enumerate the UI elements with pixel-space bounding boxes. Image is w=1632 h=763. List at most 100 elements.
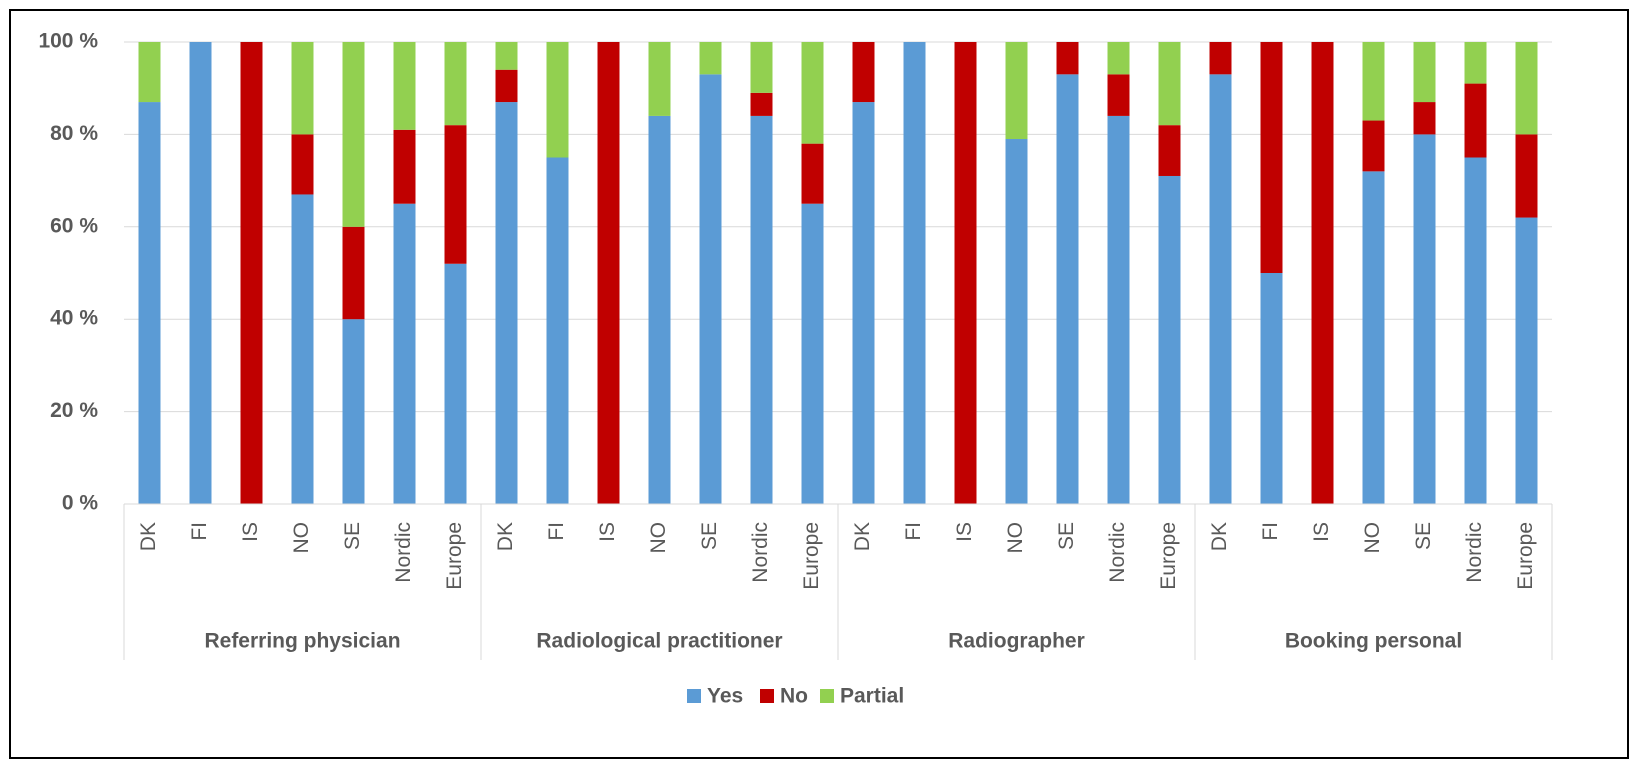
- x-tick-label: NO: [1361, 522, 1384, 554]
- bar-segment: [291, 134, 314, 195]
- bar-segment: [750, 92, 773, 116]
- bar-segment: [1005, 42, 1028, 140]
- bar-segment: [444, 42, 467, 126]
- bar-segment: [1515, 217, 1538, 504]
- bar-segment: [648, 115, 671, 505]
- bar-segment: [393, 129, 416, 204]
- bar-segment: [1464, 83, 1487, 158]
- bar-segment: [1362, 42, 1385, 121]
- bar-segment: [852, 102, 875, 504]
- bar-segment: [1158, 125, 1181, 176]
- bar-segment: [1515, 134, 1538, 218]
- bar-segment: [1158, 175, 1181, 505]
- x-tick-label: Nordic: [392, 522, 415, 583]
- x-tick-label: FI: [1259, 522, 1282, 541]
- y-tick-label: 80 %: [50, 122, 98, 145]
- x-tick-label: Europe: [1514, 522, 1537, 590]
- legend-label: No: [780, 685, 808, 708]
- x-tick-label: Nordic: [749, 522, 772, 583]
- x-tick-label: DK: [137, 522, 160, 551]
- group-label: Radiographer: [948, 630, 1085, 653]
- x-tick-label: Nordic: [1106, 522, 1129, 583]
- bar-segment: [750, 42, 773, 93]
- bar-segment: [903, 42, 926, 504]
- x-tick-label: IS: [239, 522, 262, 542]
- bar-segment: [546, 157, 569, 504]
- bar-segment: [750, 115, 773, 505]
- x-tick-label: NO: [1004, 522, 1027, 554]
- bar-segment: [1260, 273, 1283, 504]
- bar-segment: [495, 42, 518, 70]
- bar-segment: [801, 143, 824, 204]
- bar-segment: [1107, 74, 1130, 116]
- bar-segment: [291, 194, 314, 504]
- bar-segment: [954, 42, 977, 504]
- y-tick-label: 40 %: [50, 307, 98, 330]
- bar-segment: [1209, 42, 1232, 75]
- bar-segment: [1209, 74, 1232, 504]
- bar-segment: [1515, 42, 1538, 135]
- bar-segment: [495, 69, 518, 103]
- bar-segment: [291, 42, 314, 135]
- bar-segment: [1056, 42, 1079, 75]
- bar-segment: [1158, 42, 1181, 126]
- bar-segment: [342, 42, 365, 227]
- y-tick-label: 20 %: [50, 399, 98, 422]
- x-tick-label: SE: [341, 522, 364, 550]
- x-tick-label: SE: [1055, 522, 1078, 550]
- bar-segment: [1311, 42, 1334, 504]
- x-tick-label: FI: [545, 522, 568, 541]
- bar-segment: [648, 42, 671, 116]
- legend-swatch: [760, 689, 774, 703]
- x-tick-label: Europe: [800, 522, 823, 590]
- x-tick-label: Nordic: [1463, 522, 1486, 583]
- bar-segment: [1005, 139, 1028, 504]
- x-tick-label: IS: [1310, 522, 1333, 542]
- bar-segment: [852, 42, 875, 103]
- bar-segment: [1107, 115, 1130, 505]
- bar-segment: [699, 42, 722, 75]
- y-tick-label: 60 %: [50, 214, 98, 237]
- bar-segment: [1260, 42, 1283, 273]
- legend-label: Partial: [840, 685, 904, 708]
- x-tick-label: NO: [647, 522, 670, 554]
- bar-segment: [393, 42, 416, 130]
- legend-label: Yes: [707, 685, 743, 708]
- bar-segment: [1413, 102, 1436, 135]
- x-tick-label: Europe: [1157, 522, 1180, 590]
- y-tick-label: 100 %: [38, 30, 98, 53]
- x-tick-label: NO: [290, 522, 313, 554]
- y-tick-label: 0 %: [62, 492, 99, 515]
- bar-segment: [138, 42, 161, 103]
- legend-swatch: [687, 689, 701, 703]
- bar-segment: [342, 226, 365, 320]
- bar-segment: [1362, 120, 1385, 172]
- x-tick-label: Europe: [443, 522, 466, 590]
- bar-segment: [189, 42, 212, 504]
- x-tick-label: IS: [596, 522, 619, 542]
- x-tick-label: SE: [1412, 522, 1435, 550]
- bar-segment: [597, 42, 620, 504]
- bar-segment: [1413, 42, 1436, 103]
- x-tick-label: DK: [1208, 522, 1231, 551]
- bar-segment: [342, 319, 365, 504]
- bar-segment: [801, 203, 824, 504]
- bar-segment: [1362, 171, 1385, 505]
- bar-segment: [1056, 74, 1079, 504]
- bar-segment: [1464, 157, 1487, 504]
- bar-segment: [801, 42, 824, 144]
- bar-segment: [1413, 134, 1436, 504]
- x-tick-label: DK: [494, 522, 517, 551]
- bar-segment: [444, 125, 467, 264]
- bar-segment: [495, 102, 518, 504]
- group-label: Radiological practitioner: [536, 630, 782, 653]
- bar-segment: [240, 42, 263, 504]
- x-tick-label: IS: [953, 522, 976, 542]
- bar-segment: [699, 74, 722, 504]
- legend-swatch: [820, 689, 834, 703]
- bar-segment: [1464, 42, 1487, 84]
- x-tick-label: FI: [902, 522, 925, 541]
- x-tick-label: FI: [188, 522, 211, 541]
- x-tick-label: DK: [851, 522, 874, 551]
